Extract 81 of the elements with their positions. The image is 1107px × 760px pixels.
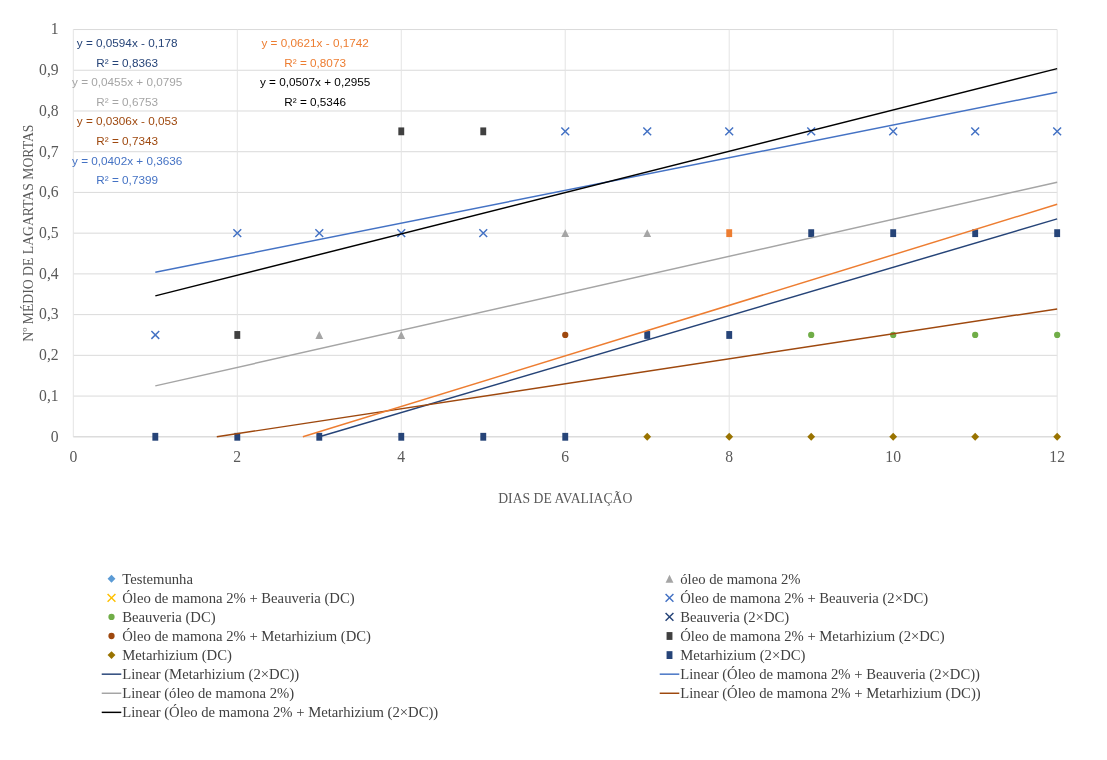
point — [726, 229, 733, 238]
point — [152, 432, 159, 441]
point — [888, 126, 898, 136]
point — [1054, 331, 1061, 339]
y-axis-title: Nº MÉDIO DE LAGARTAS MORTAS — [20, 124, 37, 342]
y-tick-label: 0,1 — [39, 386, 59, 404]
legend-label: Metarhizium (DC) — [122, 646, 232, 664]
point — [562, 432, 569, 441]
point — [1052, 126, 1062, 136]
annotation: y = 0,0402x + 0,3636 R² = 0,7399 — [72, 153, 183, 187]
point — [972, 331, 979, 339]
point — [314, 228, 324, 238]
point — [1053, 432, 1062, 441]
point — [315, 331, 324, 339]
x-tick-label: 4 — [397, 448, 406, 466]
y-tick-label: 1 — [50, 20, 59, 38]
point — [890, 229, 897, 238]
legend-label: Beauveria (DC) — [122, 608, 216, 626]
x-tick-label: 10 — [885, 448, 902, 466]
y-tick-label: 0,2 — [39, 346, 59, 364]
point — [971, 432, 980, 441]
point — [560, 126, 570, 136]
x-tick-label: 12 — [1049, 448, 1065, 466]
annotation: y = 0,0594x - 0,178 R² = 0,8363 — [76, 36, 179, 69]
point — [234, 331, 241, 339]
y-tick-label: 0,8 — [39, 101, 59, 119]
annotation: y = 0,0621x - 0,1742 R² = 0,8073 — [261, 36, 369, 69]
point — [1054, 229, 1061, 238]
point — [807, 432, 816, 441]
point — [480, 432, 487, 441]
point — [642, 126, 652, 136]
legend-label: Testemunha — [122, 570, 194, 587]
point — [643, 432, 652, 441]
legend-label: Óleo de mamona 2% + Beauveria (DC) — [122, 589, 355, 607]
y-tick-label: 0,5 — [39, 224, 59, 242]
legend-label: Linear (Metarhizium (2×DC)) — [122, 666, 300, 684]
point — [806, 126, 816, 136]
point — [726, 331, 733, 339]
legend-label: Óleo de mamona 2% + Metarhizium (DC) — [122, 627, 372, 645]
y-tick-label: 0,6 — [39, 183, 59, 201]
point — [316, 432, 323, 441]
point — [561, 229, 570, 238]
legend-label: óleo de mamona 2% — [680, 570, 801, 587]
point — [725, 432, 734, 441]
legend-label: Beauveria (2×DC) — [680, 608, 790, 626]
point — [643, 229, 652, 238]
legend-label: Linear (Óleo de mamona 2% + Metarhizium (2×DC)) — [122, 704, 439, 722]
annotation: y = 0,0306x - 0,053 R² = 0,7343 — [76, 114, 179, 148]
point — [396, 228, 406, 238]
point — [889, 432, 898, 441]
x-tick-label: 8 — [725, 448, 734, 466]
point — [150, 330, 160, 340]
annotation: y = 0,0507x + 0,2955 R² = 0,5346 — [259, 75, 371, 108]
x-axis-title: DIAS DE AVALIAÇÃO — [498, 491, 633, 507]
point — [478, 228, 488, 238]
y-tick-label: 0,4 — [39, 264, 59, 282]
legend-label: Metarhizium (2×DC) — [680, 646, 806, 664]
annotation: y = 0,0455x + 0,0795 R² = 0,6753 — [72, 75, 183, 108]
legend-label: Óleo de mamona 2% + Beauveria (2×DC) — [680, 589, 929, 607]
y-tick-label: 0,9 — [39, 61, 59, 79]
y-tick-label: 0 — [50, 427, 59, 445]
legend-label: Linear (óleo de mamona 2%) — [122, 685, 295, 703]
x-tick-label: 6 — [561, 448, 570, 466]
point — [562, 331, 569, 339]
point — [724, 126, 734, 136]
y-tick-label: 0,7 — [39, 142, 59, 160]
point — [232, 228, 242, 238]
point — [808, 331, 815, 339]
legend-label: Linear (Óleo de mamona 2% + Beauveria (2×DC)) — [680, 666, 981, 684]
y-tick-label: 0,3 — [39, 305, 59, 323]
legend-label: Óleo de mamona 2% + Metarhizium (2×DC) — [680, 627, 945, 645]
point — [808, 229, 815, 238]
x-tick-label: 2 — [233, 448, 242, 466]
point — [398, 127, 405, 136]
point — [644, 331, 651, 339]
point — [398, 432, 405, 441]
point — [970, 126, 980, 136]
point — [480, 127, 487, 136]
legend-label: Linear (Óleo de mamona 2% + Metarhizium (DC)) — [680, 685, 981, 703]
point — [397, 331, 406, 339]
x-tick-label: 0 — [69, 448, 78, 466]
